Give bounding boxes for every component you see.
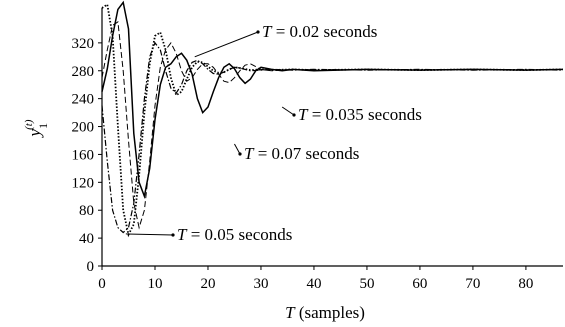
x-tick-label: 70 (465, 276, 480, 292)
y-tick-label: 280 (72, 64, 95, 80)
y-tick-label: 240 (72, 92, 95, 108)
annotation-dot (292, 113, 296, 117)
series-line (101, 41, 564, 234)
annotation-dot (238, 152, 242, 156)
x-tick-label: 60 (412, 276, 427, 292)
y-tick-label: 80 (79, 203, 94, 219)
y-ticks: 0 40 80 120 160 200 240 280 320 (72, 36, 102, 275)
annotation-leader (281, 106, 295, 116)
x-tick-label: 10 (147, 276, 162, 292)
y-tick-label: 40 (79, 231, 94, 247)
annotation-leader (125, 233, 174, 236)
annotation-label: T = 0.035 seconds (298, 105, 422, 124)
x-ticks: 0 10 20 30 40 50 60 70 80 (98, 266, 533, 292)
series-group (101, 0, 564, 238)
x-tick-label: 0 (98, 276, 106, 292)
series-line (101, 21, 564, 230)
y-tick-label: 160 (72, 147, 95, 163)
x-tick-label: 40 (306, 276, 321, 292)
x-tick-label: 80 (518, 276, 533, 292)
y-tick-label: 120 (72, 175, 95, 191)
annotation-dot (256, 30, 260, 34)
x-tick-label: 50 (359, 276, 374, 292)
x-tick-label: 30 (253, 276, 268, 292)
annotation-dot (171, 233, 175, 237)
annotation-label: T = 0.02 seconds (262, 22, 377, 41)
annotation-label: T = 0.07 seconds (244, 144, 359, 163)
series-line (101, 2, 564, 238)
annotation-leader (234, 143, 241, 155)
annotations: T = 0.02 seconds T = 0.035 seconds T = 0.0… (125, 22, 422, 244)
y-tick-label: 200 (72, 120, 95, 136)
y-axis-title: y1(t) (23, 119, 50, 138)
y-tick-label: 320 (72, 36, 95, 52)
y-tick-label: 0 (87, 259, 95, 275)
x-tick-label: 20 (200, 276, 215, 292)
annotation-label: T = 0.05 seconds (177, 225, 292, 244)
x-axis-title: T (samples) (285, 303, 365, 322)
annotation-leader (194, 31, 259, 58)
